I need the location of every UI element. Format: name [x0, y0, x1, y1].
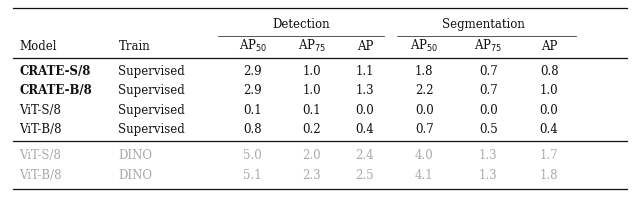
- Text: 0.8: 0.8: [243, 123, 262, 135]
- Text: CRATE-S/8: CRATE-S/8: [19, 65, 91, 77]
- Text: 4.1: 4.1: [415, 168, 434, 181]
- Text: 2.2: 2.2: [415, 84, 433, 97]
- Text: 5.1: 5.1: [243, 168, 262, 181]
- Text: AP$_{50}$: AP$_{50}$: [239, 38, 267, 54]
- Text: Supervised: Supervised: [118, 103, 185, 116]
- Text: ViT-S/8: ViT-S/8: [19, 103, 61, 116]
- Text: Model: Model: [19, 40, 57, 52]
- Text: AP$_{75}$: AP$_{75}$: [474, 38, 502, 54]
- Text: 1.0: 1.0: [302, 65, 321, 77]
- Text: 1.7: 1.7: [540, 148, 559, 161]
- Text: DINO: DINO: [118, 148, 152, 161]
- Text: Detection: Detection: [272, 18, 330, 30]
- Text: 0.0: 0.0: [355, 103, 374, 116]
- Text: 0.4: 0.4: [540, 123, 559, 135]
- Text: 0.0: 0.0: [479, 103, 498, 116]
- Text: 0.1: 0.1: [302, 103, 321, 116]
- Text: ViT-S/8: ViT-S/8: [19, 148, 61, 161]
- Text: 0.8: 0.8: [540, 65, 559, 77]
- Text: 0.4: 0.4: [355, 123, 374, 135]
- Text: 4.0: 4.0: [415, 148, 434, 161]
- Text: 1.8: 1.8: [540, 168, 558, 181]
- Text: 1.3: 1.3: [479, 148, 498, 161]
- Text: 2.0: 2.0: [302, 148, 321, 161]
- Text: 0.1: 0.1: [243, 103, 262, 116]
- Text: 1.8: 1.8: [415, 65, 433, 77]
- Text: DINO: DINO: [118, 168, 152, 181]
- Text: ViT-B/8: ViT-B/8: [19, 168, 61, 181]
- Text: 5.0: 5.0: [243, 148, 262, 161]
- Text: 0.7: 0.7: [415, 123, 434, 135]
- Text: 0.5: 0.5: [479, 123, 498, 135]
- Text: 2.5: 2.5: [355, 168, 374, 181]
- Text: 2.9: 2.9: [243, 65, 262, 77]
- Text: AP$_{50}$: AP$_{50}$: [410, 38, 438, 54]
- Text: Segmentation: Segmentation: [442, 18, 525, 30]
- Text: Supervised: Supervised: [118, 65, 185, 77]
- Text: 1.0: 1.0: [302, 84, 321, 97]
- Text: 0.0: 0.0: [415, 103, 434, 116]
- Text: 0.0: 0.0: [540, 103, 559, 116]
- Text: 0.2: 0.2: [302, 123, 321, 135]
- Text: 2.3: 2.3: [302, 168, 321, 181]
- Text: 0.7: 0.7: [479, 84, 498, 97]
- Text: AP: AP: [541, 40, 557, 52]
- Text: AP: AP: [356, 40, 373, 52]
- Text: 2.4: 2.4: [355, 148, 374, 161]
- Text: AP$_{75}$: AP$_{75}$: [298, 38, 326, 54]
- Text: 1.3: 1.3: [479, 168, 498, 181]
- Text: ViT-B/8: ViT-B/8: [19, 123, 61, 135]
- Text: 1.1: 1.1: [356, 65, 374, 77]
- Text: 2.9: 2.9: [243, 84, 262, 97]
- Text: CRATE-B/8: CRATE-B/8: [19, 84, 92, 97]
- Text: 1.0: 1.0: [540, 84, 559, 97]
- Text: 1.3: 1.3: [355, 84, 374, 97]
- Text: Supervised: Supervised: [118, 123, 185, 135]
- Text: Train: Train: [118, 40, 150, 52]
- Text: 0.7: 0.7: [479, 65, 498, 77]
- Text: Supervised: Supervised: [118, 84, 185, 97]
